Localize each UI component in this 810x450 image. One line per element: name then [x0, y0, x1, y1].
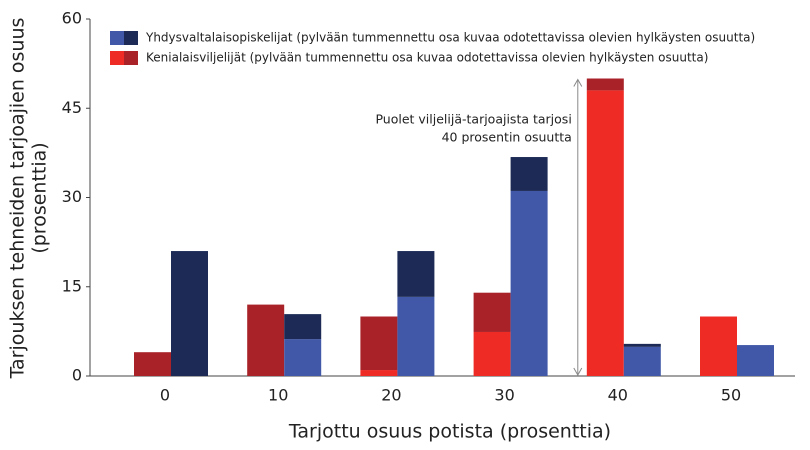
annotation: Puolet viljelijä-tarjoajista tarjosi	[375, 112, 571, 127]
x-tick-label: 20	[381, 386, 401, 405]
bar-rejected	[586, 78, 624, 91]
legend-swatch	[110, 51, 124, 65]
bar-rejected	[171, 251, 208, 376]
bar-accepted	[397, 296, 435, 376]
y-tick-label: 30	[62, 187, 82, 206]
bar-rejected	[360, 316, 398, 371]
arrow-head	[573, 78, 583, 87]
bar-rejected	[473, 292, 511, 332]
annotation: 40 prosentin osuutta	[442, 130, 572, 145]
legend-swatch	[124, 51, 138, 65]
y-tick-label: 15	[62, 276, 82, 295]
bar-rejected	[623, 343, 661, 347]
arrow-head	[573, 367, 583, 377]
x-tick-label: 30	[494, 386, 514, 405]
y-tick-label: 60	[62, 9, 82, 28]
x-tick-label: 40	[608, 386, 628, 405]
y-tick-label: 0	[72, 366, 82, 385]
x-tick-label: 0	[160, 386, 170, 405]
x-tick-label: 50	[721, 386, 741, 405]
y-axis-label: Tarjouksen tehneiden tarjoajien osuus	[7, 18, 29, 380]
bar-accepted	[284, 339, 322, 376]
bar-accepted	[510, 190, 548, 376]
bar-accepted	[737, 345, 774, 376]
bar-accepted	[473, 331, 511, 376]
bar-accepted	[586, 90, 624, 377]
x-tick-label: 10	[268, 386, 288, 405]
bar-rejected	[134, 352, 171, 376]
legend-swatch	[124, 31, 138, 45]
x-axis-label: Tarjottu osuus potista (prosenttia)	[288, 421, 611, 443]
bar-rejected	[247, 304, 285, 376]
legend-label: Kenialaisviljelijät (pylvään tummennettu…	[146, 51, 708, 65]
bar-accepted	[700, 316, 737, 376]
bar-accepted	[360, 370, 398, 376]
bar-rejected	[510, 157, 548, 191]
bar-rejected	[397, 251, 435, 297]
bar-rejected	[284, 314, 322, 340]
bar-accepted	[623, 346, 661, 376]
legend-label: Yhdysvaltalaisopiskelijat (pylvään tumme…	[145, 31, 755, 45]
y-tick-label: 45	[62, 98, 82, 117]
legend-swatch	[110, 31, 124, 45]
y-axis-label: (prosenttia)	[29, 142, 51, 253]
